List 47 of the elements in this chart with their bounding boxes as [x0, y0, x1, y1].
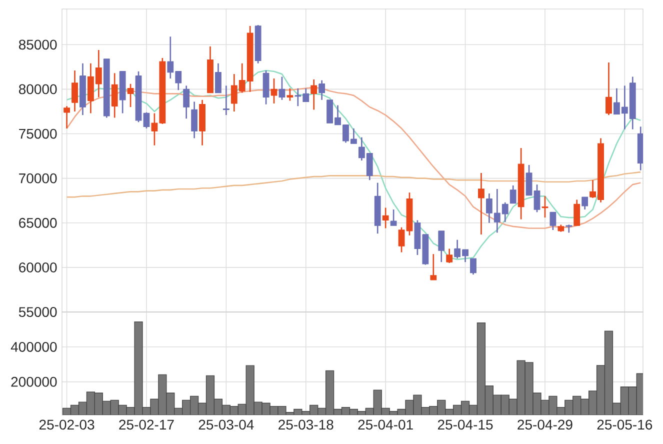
candlestick — [286, 88, 294, 102]
x-tick-label: 25-04-29 — [518, 420, 572, 430]
candlestick — [398, 226, 405, 253]
candlestick — [574, 199, 580, 226]
y-tick-label: 70000 — [19, 173, 57, 184]
candlestick — [606, 62, 612, 116]
y-tick-label: 75000 — [19, 128, 57, 139]
y-tick-label: 200000 — [11, 376, 57, 387]
candlestick — [111, 72, 118, 118]
candlestick — [470, 258, 476, 276]
candlestick — [534, 184, 540, 213]
x-tick-label: 25-03-18 — [278, 420, 334, 430]
candlestick — [382, 207, 389, 229]
candlestick — [64, 105, 70, 130]
candlestick — [430, 253, 437, 281]
candlestick — [270, 78, 278, 104]
candlestick — [191, 101, 198, 139]
candlestick — [318, 80, 326, 101]
candlestick — [72, 70, 78, 112]
candlestick — [550, 212, 556, 231]
candlestick — [143, 112, 150, 130]
y-tick-label: 400000 — [10, 342, 57, 352]
candlestick — [446, 248, 453, 264]
x-tick-label: 25-04-15 — [438, 420, 493, 430]
y-tick-label: 65000 — [19, 218, 57, 228]
candlestick — [438, 230, 445, 263]
candlestick — [310, 78, 318, 110]
x-tick-label: 25-05-16 — [597, 420, 652, 430]
candlestick — [183, 84, 190, 120]
y-tick-label: 60000 — [19, 262, 57, 272]
candlestick — [526, 164, 532, 196]
y-tick-label: 55000 — [18, 307, 57, 317]
candlestick — [222, 84, 230, 116]
y-tick-label: 85000 — [18, 40, 57, 50]
x-tick-label: 25-04-01 — [358, 420, 413, 430]
candlestick — [215, 62, 222, 94]
candlestick — [582, 196, 588, 210]
candlestick — [278, 76, 286, 101]
x-tick-label: 25-03-04 — [198, 420, 254, 430]
candlestick — [478, 172, 484, 236]
x-tick-label: 25-02-03 — [39, 420, 94, 430]
candlestick — [390, 208, 397, 226]
candlestick — [510, 184, 516, 204]
x-tick-label: 25-02-17 — [119, 420, 174, 430]
candlestick — [542, 195, 548, 218]
candlestick — [127, 83, 134, 108]
y-tick-label: 80000 — [18, 84, 57, 94]
